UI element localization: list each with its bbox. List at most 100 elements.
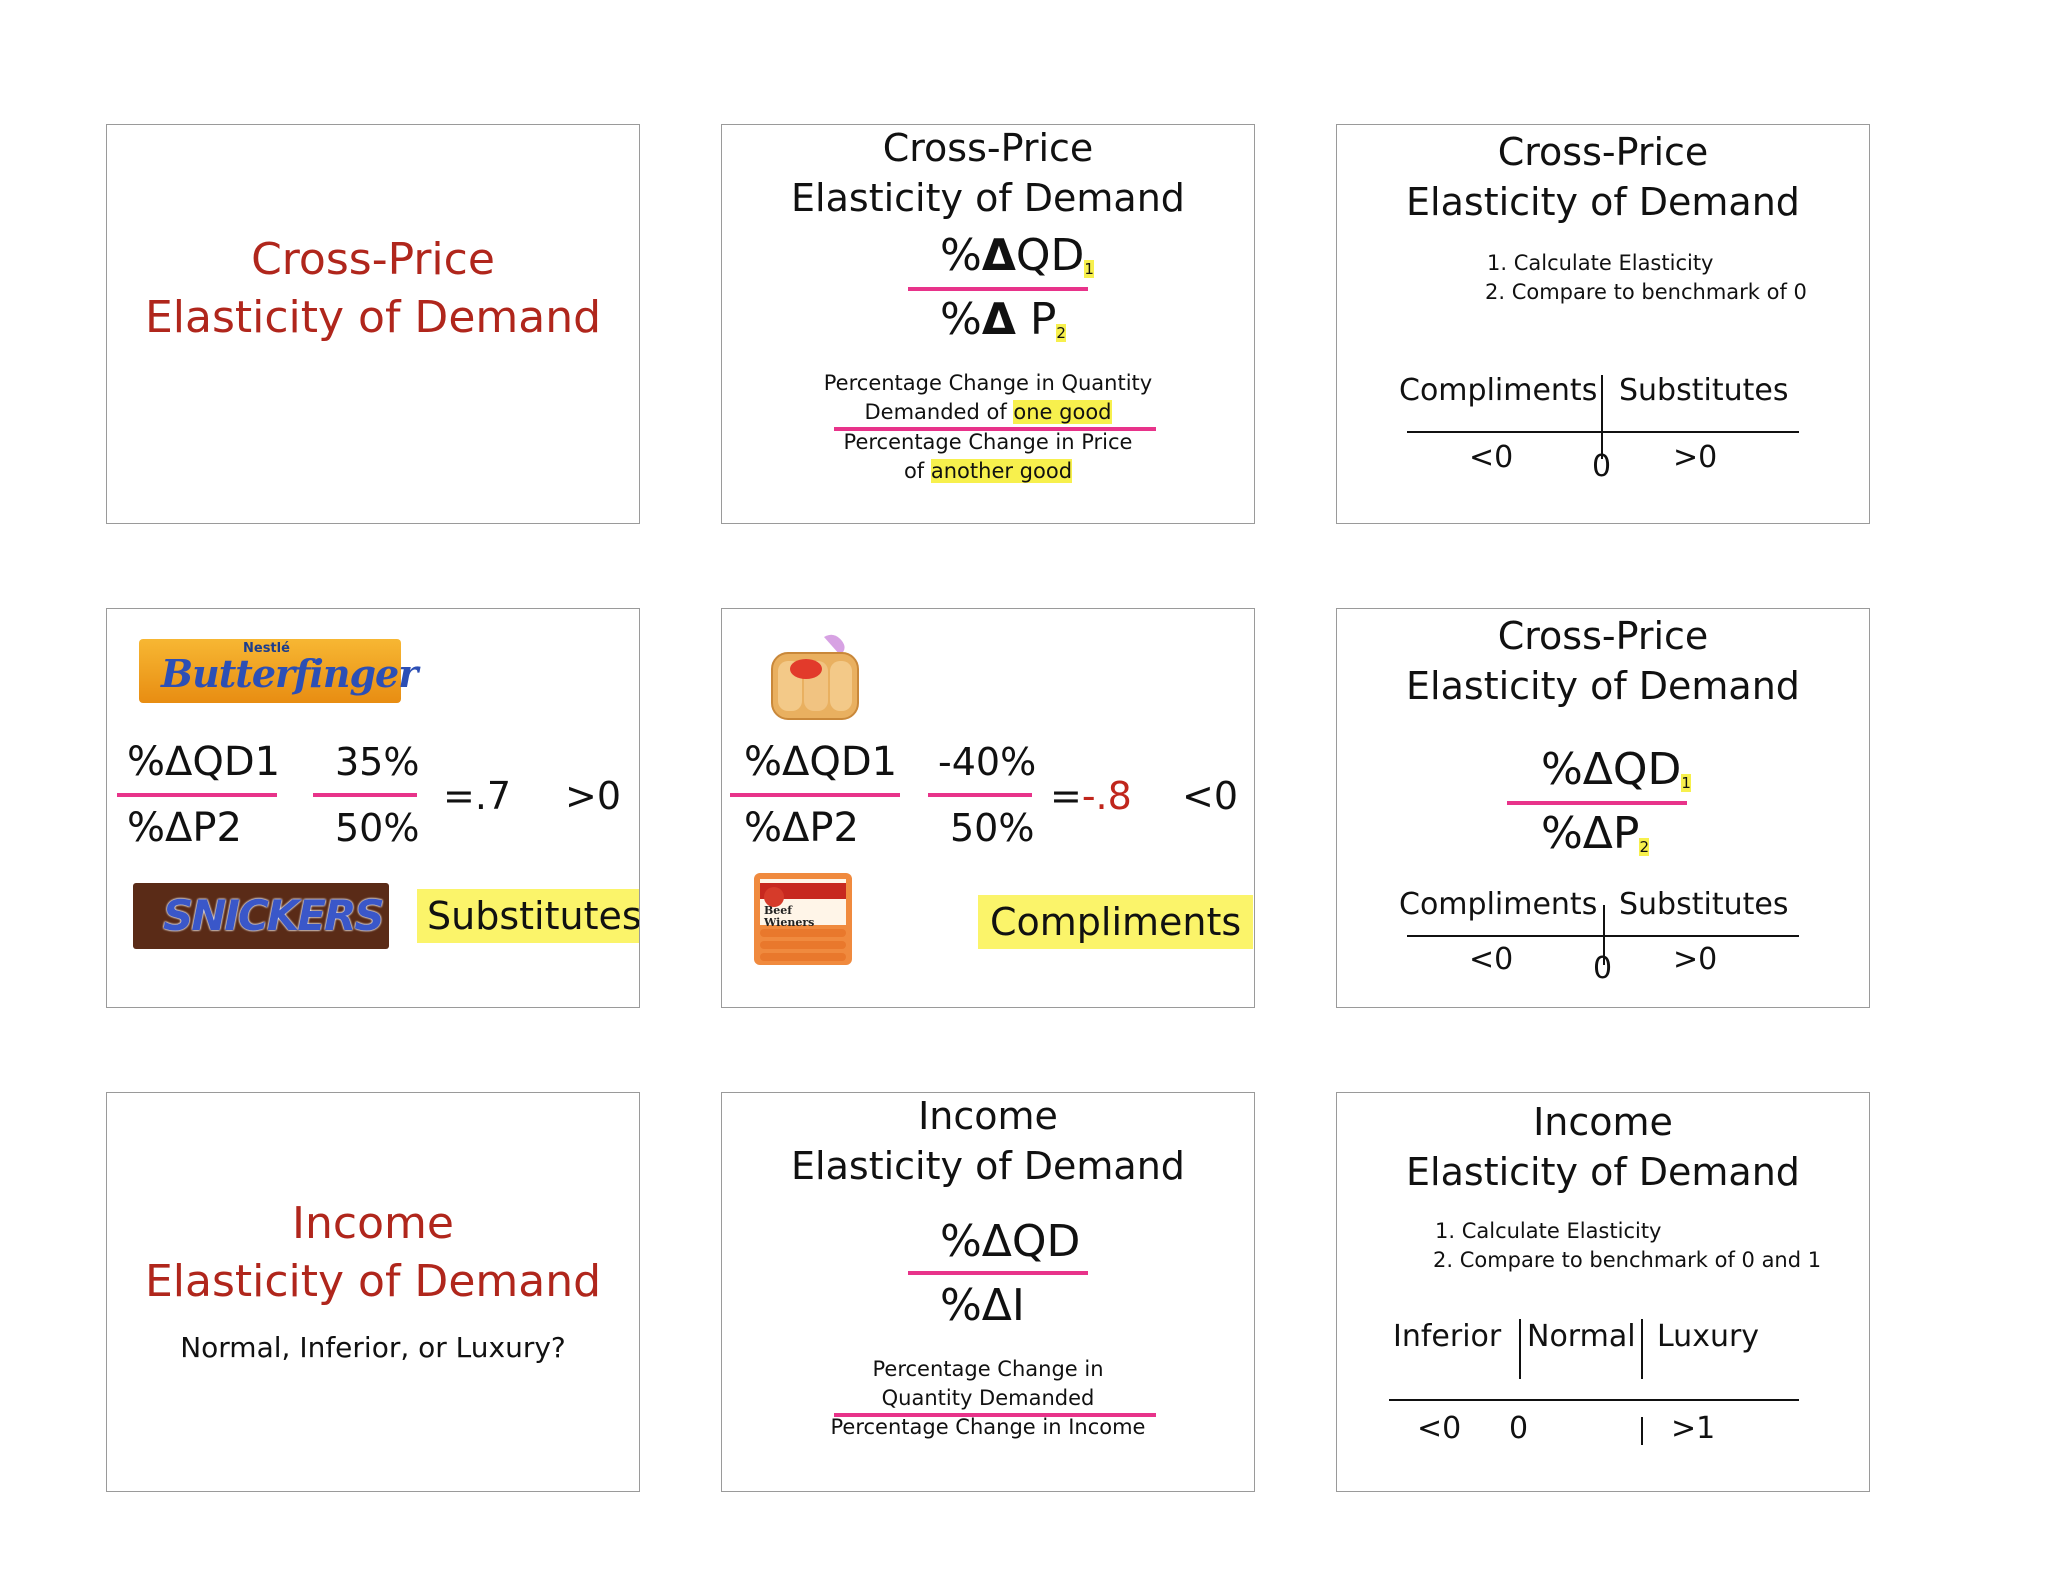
desc-text: of	[903, 459, 931, 483]
desc-line4: of another good	[722, 457, 1254, 486]
slide-title-line1: Cross-Price	[251, 234, 495, 285]
zero-mark: 0	[1509, 1411, 1529, 1446]
fraction-bar	[908, 1271, 1088, 1275]
butterfinger-logo: Nestlé Butterfinger	[139, 639, 418, 703]
numerator-var: QD	[1015, 230, 1085, 281]
desc-line1: Percentage Change in Quantity	[823, 371, 1153, 395]
slide-title-line2: Elasticity of Demand	[1406, 664, 1800, 708]
percent-sign: %	[940, 230, 982, 281]
fraction-bar	[834, 427, 1156, 431]
divider-vertical-2	[1641, 1319, 1643, 1379]
slide-title-line2: Elasticity of Demand	[1406, 1150, 1800, 1194]
slide-substitutes-example[interactable]: Nestlé Butterfinger %ΔQD1 %ΔP2 35% 50% =…	[106, 608, 640, 1008]
slide-title-line1: Cross-Price	[882, 126, 1094, 170]
greater-than-zero: >0	[1673, 942, 1718, 977]
one-mark-tick	[1641, 1417, 1643, 1445]
formula-numerator: %ΔQD1	[1541, 745, 1691, 808]
divider-horizontal	[1407, 935, 1799, 937]
highlight-another-good: another good	[930, 459, 1073, 483]
step-2: 2. Compare to benchmark of 0	[1485, 280, 1807, 304]
slide-title-line2: Elasticity of Demand	[791, 176, 1185, 220]
result-number: -.8	[1081, 774, 1132, 818]
fraction-bar	[1507, 801, 1687, 805]
logo-text: Butterfinger	[161, 651, 418, 696]
fraction-bar	[730, 793, 900, 797]
hot-dogs-package-image: Beef Wieners	[750, 867, 856, 971]
denominator-value: 50%	[335, 806, 420, 850]
benchmark-compare: >0	[565, 774, 622, 818]
formula-numerator: %ΔQD1	[127, 739, 281, 785]
slide-cross-price-benchmark[interactable]: Cross-Price Elasticity of Demand 1. Calc…	[1336, 124, 1870, 524]
formula-numerator: %ΔQD1	[940, 231, 1094, 294]
desc-line1: Percentage Change in	[872, 1357, 1104, 1381]
divider-vertical-1	[1519, 1319, 1521, 1379]
snickers-logo: SNICKERS	[133, 883, 389, 949]
slide-compliments-example[interactable]: %ΔQD1 %ΔP2 -40% 50% =-.8 <0 Beef Wieners…	[721, 608, 1255, 1008]
step-1: 1. Calculate Elasticity	[1435, 1219, 1662, 1243]
logo-text: SNICKERS	[163, 891, 385, 940]
numerator-subscript: 1	[1084, 260, 1094, 278]
less-than-zero: <0	[1469, 440, 1514, 475]
formula-denominator: %Δ P2	[940, 295, 1066, 358]
denominator-subscript: 2	[1056, 324, 1066, 342]
logo-text-small: Nestlé	[243, 641, 290, 656]
slide-cross-price-formula[interactable]: Cross-Price Elasticity of Demand %ΔQD1 %…	[721, 124, 1255, 524]
desc-line3: Percentage Change in Price	[843, 430, 1133, 454]
slide-cross-price-title[interactable]: Cross-Price Elasticity of Demand	[106, 124, 640, 524]
hot-dog-buns-image	[764, 629, 864, 725]
divider-vertical	[1601, 375, 1603, 459]
slide-question: Normal, Inferior, or Luxury?	[180, 1331, 566, 1364]
slide-income-formula[interactable]: Income Elasticity of Demand %ΔQD %ΔI Per…	[721, 1092, 1255, 1492]
compliments-label: Compliments	[1399, 887, 1598, 922]
denominator-text: %ΔP	[1541, 808, 1640, 859]
slide-income-benchmark[interactable]: Income Elasticity of Demand 1. Calculate…	[1336, 1092, 1870, 1492]
fraction-bar	[117, 793, 277, 797]
slide-title-line2: Elasticity of Demand	[144, 292, 602, 343]
slide-title-line1: Income	[292, 1198, 454, 1249]
numerator-subscript: 1	[1681, 774, 1691, 792]
desc-line3: Percentage Change in Income	[830, 1415, 1146, 1439]
answer-substitutes: Substitutes	[417, 889, 639, 943]
substitutes-label: Substitutes	[1619, 887, 1789, 922]
desc-line2: Quantity Demanded	[881, 1386, 1095, 1410]
delta-icon: Δ	[981, 294, 1016, 345]
less-than-zero: <0	[1417, 1411, 1462, 1446]
denominator-subscript: 2	[1639, 838, 1649, 856]
percent-sign: %	[940, 294, 982, 345]
desc-text: Demanded of	[864, 400, 1014, 424]
slide-title-line2: Elasticity of Demand	[1406, 180, 1800, 224]
less-than-zero: <0	[1469, 942, 1514, 977]
fraction-bar	[313, 793, 417, 797]
label-row: Compliments	[1399, 371, 1839, 411]
formula-numerator: %ΔQD	[940, 1216, 1081, 1267]
substitutes-label: Substitutes	[1619, 373, 1789, 408]
formula-denominator: %ΔI	[940, 1280, 1025, 1331]
desc-line2: Demanded of one good	[722, 398, 1254, 427]
benchmark-compare: <0	[1182, 774, 1239, 818]
delta-icon: Δ	[981, 230, 1016, 281]
fraction-bar	[928, 793, 1032, 797]
slide-title-line2: Elasticity of Demand	[144, 1256, 602, 1307]
numerator-text: %ΔQD	[1541, 744, 1682, 795]
package-label: Beef Wieners	[764, 904, 815, 929]
divider-horizontal	[1407, 431, 1799, 433]
slide-cross-price-summary[interactable]: Cross-Price Elasticity of Demand %ΔQD1 %…	[1336, 608, 1870, 1008]
formula-denominator: %ΔP2	[127, 805, 242, 851]
inferior-label: Inferior	[1393, 1319, 1502, 1354]
slide-title-line1: Income	[918, 1094, 1058, 1138]
compliments-label: Compliments	[1399, 373, 1598, 408]
answer-compliments: Compliments	[978, 895, 1254, 949]
fraction-bar	[908, 287, 1088, 291]
divider-horizontal	[1389, 1399, 1799, 1401]
slide-income-title[interactable]: Income Elasticity of Demand Normal, Infe…	[106, 1092, 640, 1492]
highlight-one-good: one good	[1013, 400, 1112, 424]
slide-title-line1: Income	[1533, 1100, 1673, 1144]
luxury-label: Luxury	[1657, 1319, 1760, 1354]
denominator-value: 50%	[950, 806, 1035, 850]
formula-denominator: %ΔP2	[1541, 809, 1649, 872]
numerator-value: 35%	[335, 740, 420, 784]
denominator-var: P	[1029, 294, 1057, 345]
numerator-value: -40%	[938, 740, 1037, 784]
zero-mark: 0	[1593, 951, 1613, 986]
normal-label: Normal	[1527, 1319, 1636, 1354]
